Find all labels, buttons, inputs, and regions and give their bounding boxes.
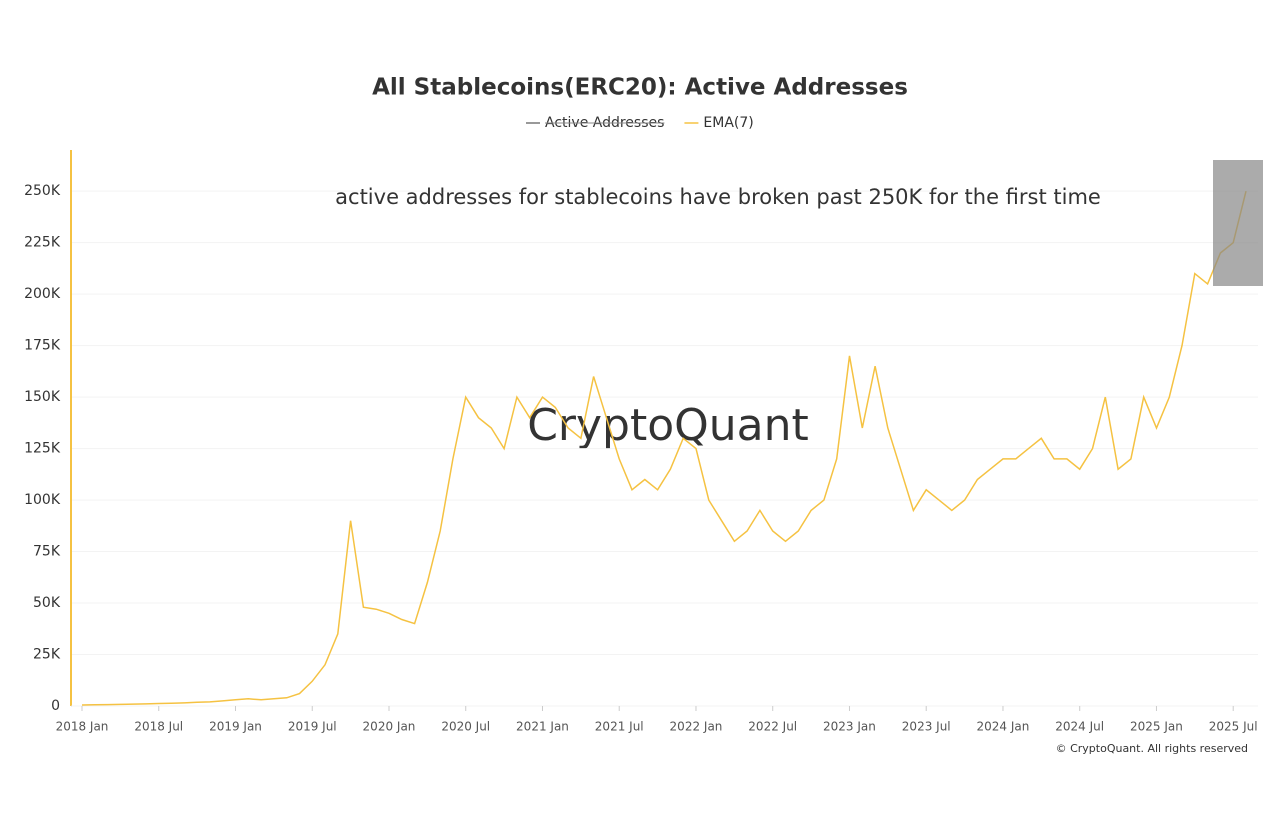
y-tick-label: 225K xyxy=(24,235,61,251)
x-tick-label: 2021 Jul xyxy=(595,720,644,734)
y-tick-label: 150K xyxy=(24,389,61,405)
x-tick-label: 2025 Jul xyxy=(1209,720,1258,734)
x-tick-label: 2023 Jan xyxy=(823,720,876,734)
chart-title: All Stablecoins(ERC20): Active Addresses xyxy=(372,75,908,101)
plot xyxy=(72,190,1258,707)
x-tick-label: 2024 Jan xyxy=(977,720,1030,734)
x-tick-label: 2022 Jan xyxy=(670,720,723,734)
highlight-box xyxy=(1213,160,1263,286)
x-tick-label: 2025 Jan xyxy=(1130,720,1183,734)
x-tick-label: 2019 Jan xyxy=(209,720,262,734)
y-tick-label: 0 xyxy=(51,698,60,714)
legend-label: EMA(7) xyxy=(703,115,753,131)
x-tick-label: 2018 Jan xyxy=(56,720,109,734)
series-line xyxy=(81,191,1247,706)
x-tick-label: 2024 Jul xyxy=(1055,720,1104,734)
y-tick-label: 100K xyxy=(24,492,61,508)
x-tick-label: 2018 Jul xyxy=(134,720,183,734)
watermark: CryptoQuant xyxy=(527,400,809,451)
annotation: active addresses for stablecoins have br… xyxy=(335,185,1101,209)
x-tick-label: 2020 Jul xyxy=(441,720,490,734)
legend: Active Addresses EMA(7) xyxy=(526,115,754,131)
x-tick-label: 2019 Jul xyxy=(288,720,337,734)
y-tick-label: 75K xyxy=(33,544,61,560)
y-tick-label: 50K xyxy=(33,595,61,611)
x-tick-label: 2020 Jan xyxy=(363,720,416,734)
credit: © CryptoQuant. All rights reserved xyxy=(1056,742,1248,755)
y-tick-label: 200K xyxy=(24,286,61,302)
x-tick-label: 2023 Jul xyxy=(902,720,951,734)
x-tick-label: 2021 Jan xyxy=(516,720,569,734)
y-tick-label: 175K xyxy=(24,338,61,354)
y-tick-label: 250K xyxy=(24,183,61,199)
y-tick-label: 25K xyxy=(33,647,61,663)
x-tick-label: 2022 Jul xyxy=(748,720,797,734)
y-tick-label: 125K xyxy=(24,441,61,457)
